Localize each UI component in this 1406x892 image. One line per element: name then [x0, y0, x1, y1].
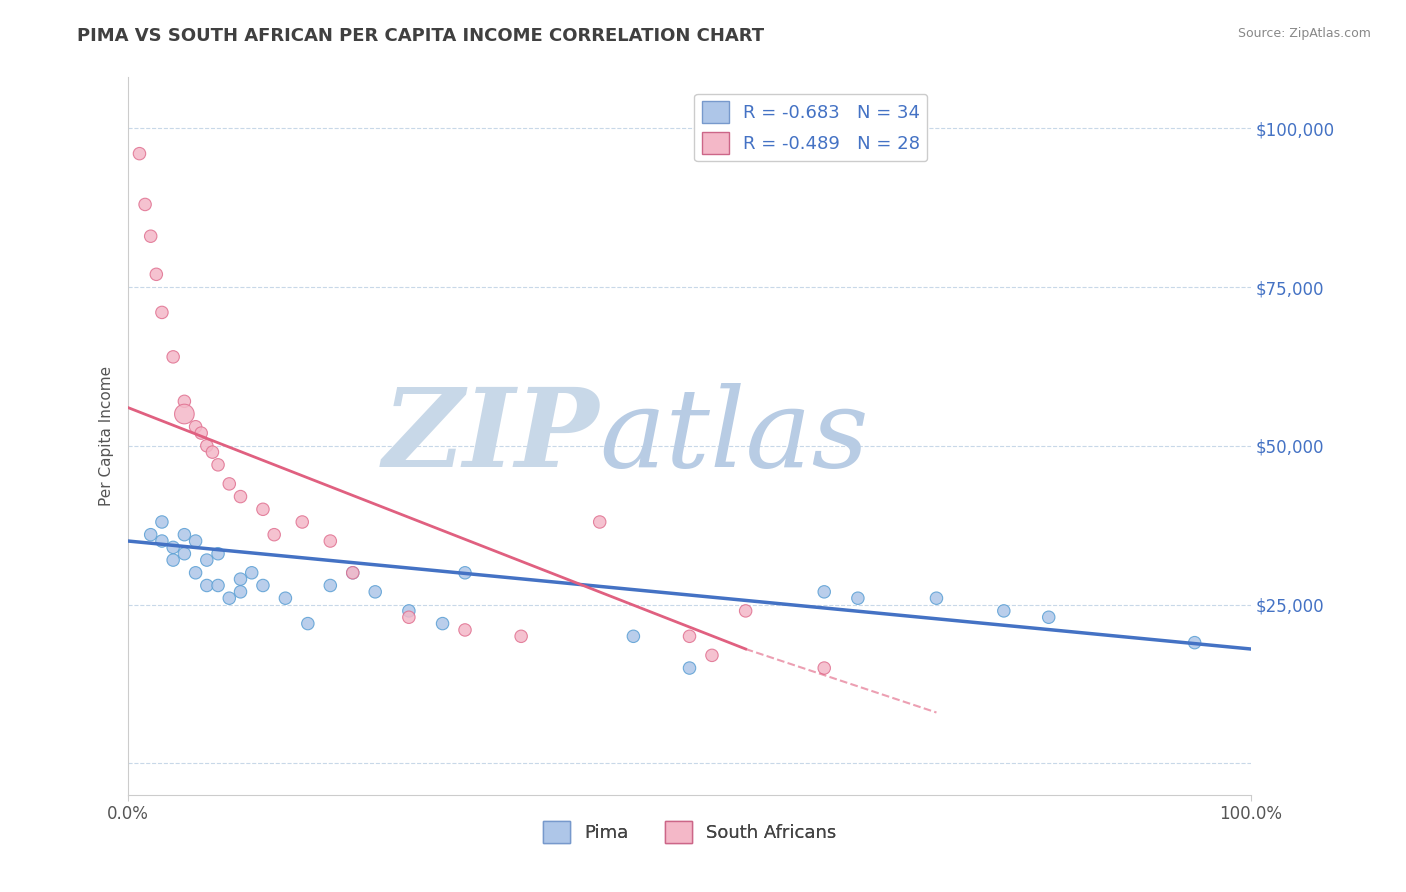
Text: PIMA VS SOUTH AFRICAN PER CAPITA INCOME CORRELATION CHART: PIMA VS SOUTH AFRICAN PER CAPITA INCOME … [77, 27, 765, 45]
Point [621, 629, 644, 643]
Point [218, 476, 240, 491]
Text: atlas: atlas [600, 383, 869, 490]
Point [173, 394, 195, 409]
Point [139, 527, 162, 541]
Point [184, 419, 207, 434]
Point [432, 616, 454, 631]
Point [139, 229, 162, 244]
Point [925, 591, 948, 606]
Point [993, 604, 1015, 618]
Point [195, 578, 218, 592]
Point [184, 534, 207, 549]
Point [150, 515, 173, 529]
Point [240, 566, 263, 580]
Point [195, 439, 218, 453]
Point [162, 541, 184, 555]
Point [162, 350, 184, 364]
Point [162, 553, 184, 567]
Point [150, 534, 173, 549]
Point [201, 445, 224, 459]
Point [700, 648, 723, 663]
Point [454, 566, 477, 580]
Point [195, 553, 218, 567]
Point [207, 578, 229, 592]
Point [218, 591, 240, 606]
Point [184, 566, 207, 580]
Point [678, 629, 700, 643]
Point [734, 604, 756, 618]
Point [291, 515, 314, 529]
Point [128, 146, 150, 161]
Point [145, 268, 167, 282]
Point [297, 616, 319, 631]
Point [229, 585, 252, 599]
Point [229, 572, 252, 586]
Point [229, 490, 252, 504]
Point [274, 591, 297, 606]
Point [150, 305, 173, 319]
Y-axis label: Per Capita Income: Per Capita Income [100, 367, 114, 507]
Point [398, 610, 420, 624]
Point [510, 629, 533, 643]
Point [173, 527, 195, 541]
Point [813, 585, 835, 599]
Point [1038, 610, 1060, 624]
Point [173, 547, 195, 561]
Point [173, 407, 195, 421]
Point [252, 578, 274, 592]
Point [319, 534, 342, 549]
Point [589, 515, 612, 529]
Point [134, 197, 156, 211]
Point [207, 547, 229, 561]
Point [678, 661, 700, 675]
Point [252, 502, 274, 516]
Point [263, 527, 285, 541]
Text: ZIP: ZIP [382, 383, 600, 490]
Point [813, 661, 835, 675]
Text: Source: ZipAtlas.com: Source: ZipAtlas.com [1237, 27, 1371, 40]
Point [398, 604, 420, 618]
Legend: Pima, South Africans: Pima, South Africans [536, 814, 844, 851]
Point [342, 566, 364, 580]
Point [364, 585, 387, 599]
Point [190, 426, 212, 441]
Point [207, 458, 229, 472]
Point [1184, 635, 1206, 649]
Point [319, 578, 342, 592]
Point [454, 623, 477, 637]
Point [342, 566, 364, 580]
Point [846, 591, 869, 606]
